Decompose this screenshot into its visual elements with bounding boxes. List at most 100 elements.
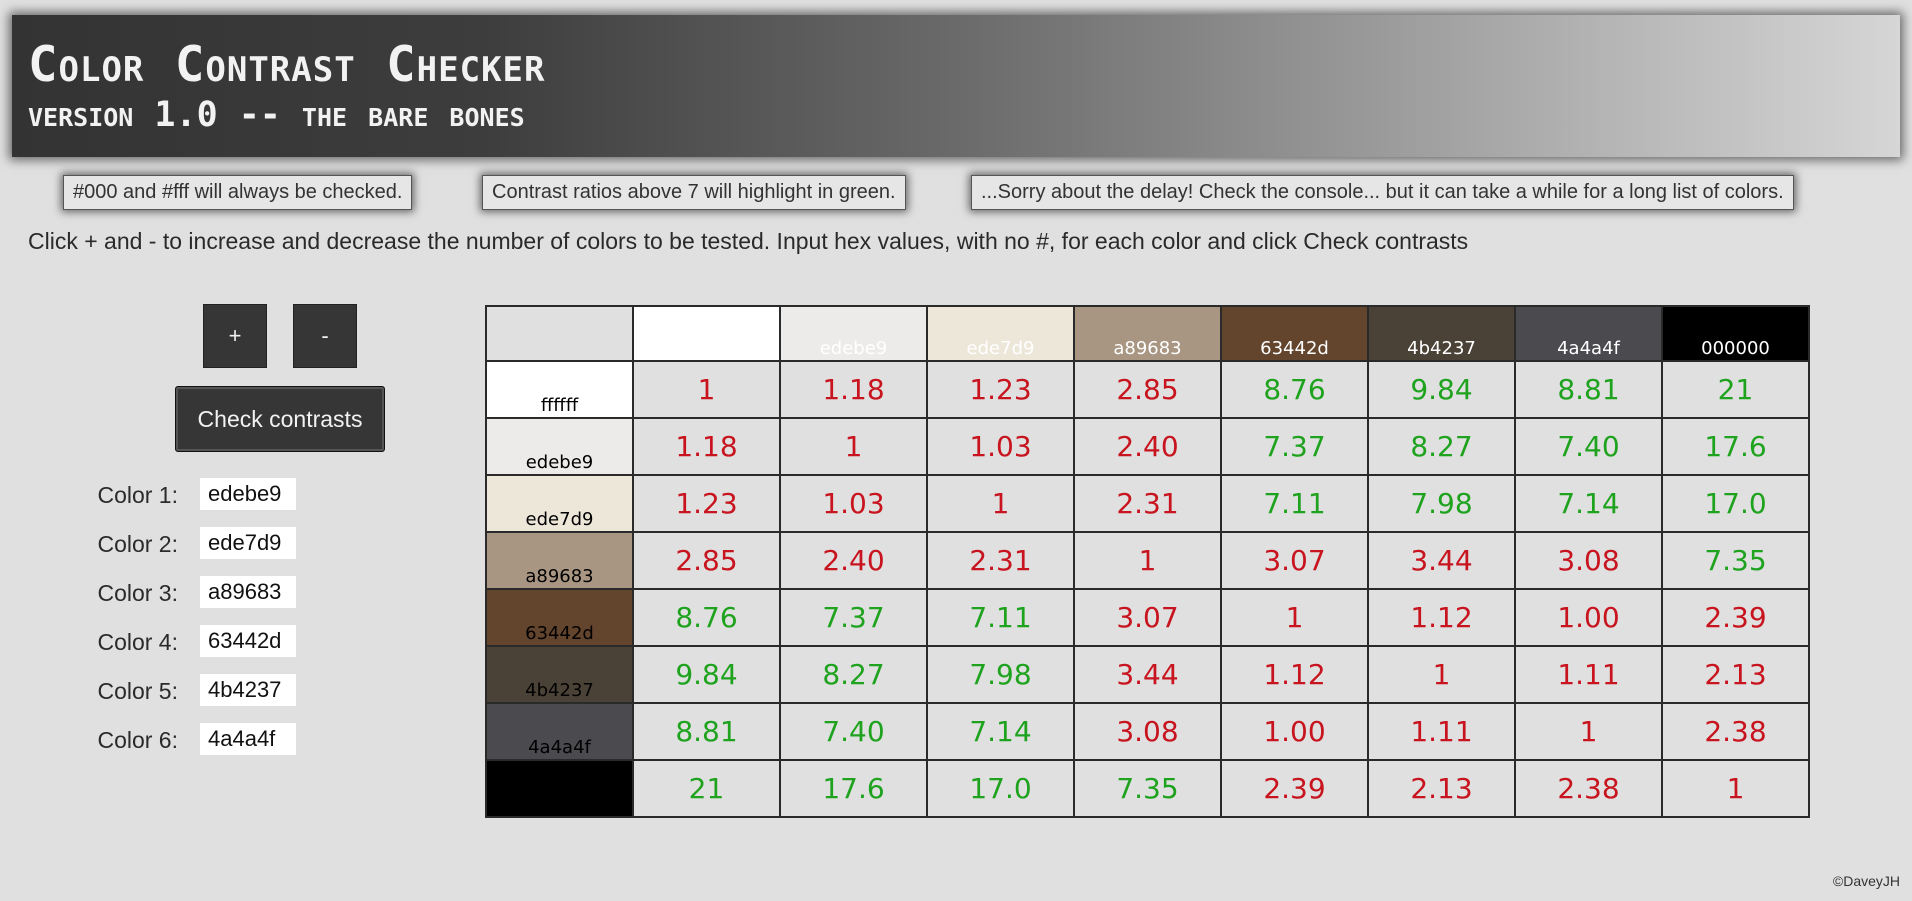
contrast-value: 3.44 bbox=[1410, 544, 1473, 577]
column-header-label: 63442d bbox=[1260, 338, 1329, 359]
column-header-label: ede7d9 bbox=[966, 338, 1035, 359]
contrast-value: 17.6 bbox=[822, 772, 885, 805]
contrast-value: 8.27 bbox=[822, 658, 885, 691]
contrast-cell: 2.13 bbox=[1661, 645, 1810, 704]
contrast-value: 7.35 bbox=[1704, 544, 1767, 577]
remove-color-button[interactable]: - bbox=[293, 304, 357, 368]
contrast-value: 1 bbox=[1726, 772, 1745, 805]
contrast-value: 1.00 bbox=[1557, 601, 1620, 634]
contrast-cell: 1.12 bbox=[1367, 588, 1516, 647]
contrast-value: 2.85 bbox=[675, 544, 738, 577]
color-row: Color 2: bbox=[0, 527, 320, 561]
contrast-cell: 9.84 bbox=[1367, 360, 1516, 419]
column-header: edebe9 bbox=[779, 305, 928, 362]
contrast-cell: 17.6 bbox=[1661, 417, 1810, 476]
contrast-value: 17.6 bbox=[1704, 430, 1767, 463]
color-5-input[interactable] bbox=[200, 674, 296, 706]
contrast-value: 1.23 bbox=[969, 373, 1032, 406]
contrast-value: 7.14 bbox=[1557, 487, 1620, 520]
contrast-cell: 2.40 bbox=[1073, 417, 1222, 476]
contrast-cell: 7.98 bbox=[926, 645, 1075, 704]
contrast-cell: 7.35 bbox=[1661, 531, 1810, 590]
contrast-value: 21 bbox=[688, 772, 725, 805]
column-header: 63442d bbox=[1220, 305, 1369, 362]
column-header: 4b4237 bbox=[1367, 305, 1516, 362]
note-delay: ...Sorry about the delay! Check the cons… bbox=[971, 175, 1794, 210]
contrast-value: 9.84 bbox=[1410, 373, 1473, 406]
notes-bar: #000 and #fff will always be checked. Co… bbox=[0, 175, 1912, 211]
contrast-value: 1 bbox=[844, 430, 863, 463]
page-title: Color Contrast Checker bbox=[28, 36, 546, 93]
column-header: 000000 bbox=[1661, 305, 1810, 362]
contrast-value: 7.35 bbox=[1116, 772, 1179, 805]
contrast-value: 1.03 bbox=[822, 487, 885, 520]
contrast-cell: 2.85 bbox=[632, 531, 781, 590]
color-1-input[interactable] bbox=[200, 478, 296, 510]
row-header-label: edebe9 bbox=[525, 452, 594, 473]
contrast-value: 1 bbox=[991, 487, 1010, 520]
contrast-value: 2.13 bbox=[1410, 772, 1473, 805]
contrast-value: 17.0 bbox=[969, 772, 1032, 805]
note-green-highlight: Contrast ratios above 7 will highlight i… bbox=[482, 175, 906, 210]
contrast-value: 2.31 bbox=[1116, 487, 1179, 520]
contrast-cell: 1 bbox=[1220, 588, 1369, 647]
contrast-value: 3.07 bbox=[1116, 601, 1179, 634]
contrast-cell: 2.39 bbox=[1661, 588, 1810, 647]
table-row: ede7d9 1.23 1.03 1 2.31 7.11 7.98 7.14 17.0 bbox=[485, 474, 1810, 533]
column-header-label: 000000 bbox=[1701, 338, 1770, 359]
contrast-value: 2.40 bbox=[822, 544, 885, 577]
contrast-value: 1.18 bbox=[822, 373, 885, 406]
column-header: a89683 bbox=[1073, 305, 1222, 362]
contrast-value: 1.03 bbox=[969, 430, 1032, 463]
color-row: Color 3: bbox=[0, 576, 320, 610]
contrast-value: 2.38 bbox=[1557, 772, 1620, 805]
instructions-text: Click + and - to increase and decrease t… bbox=[28, 228, 1469, 254]
contrast-value: 8.81 bbox=[1557, 373, 1620, 406]
contrast-value: 3.08 bbox=[1116, 715, 1179, 748]
color-2-input[interactable] bbox=[200, 527, 296, 559]
contrast-value: 1.12 bbox=[1410, 601, 1473, 634]
color-3-input[interactable] bbox=[200, 576, 296, 608]
contrast-cell: 7.11 bbox=[1220, 474, 1369, 533]
contrast-value: 17.0 bbox=[1704, 487, 1767, 520]
table-row: a89683 2.85 2.40 2.31 1 3.07 3.44 3.08 7.35 bbox=[485, 531, 1810, 590]
contrast-value: 1.18 bbox=[675, 430, 738, 463]
color-label: Color 3: bbox=[97, 580, 178, 606]
table-row: 63442d 8.76 7.37 7.11 3.07 1 1.12 1.00 2.39 bbox=[485, 588, 1810, 647]
page-subtitle: version 1.0 -- the bare bones bbox=[28, 95, 525, 135]
row-header: a89683 bbox=[485, 531, 634, 590]
contrast-value: 8.76 bbox=[675, 601, 738, 634]
add-color-button[interactable]: + bbox=[203, 304, 267, 368]
contrast-value: 1.00 bbox=[1263, 715, 1326, 748]
contrast-value: 8.76 bbox=[1263, 373, 1326, 406]
contrast-cell: 1.11 bbox=[1514, 645, 1663, 704]
column-header: ede7d9 bbox=[926, 305, 1075, 362]
contrast-value: 2.39 bbox=[1263, 772, 1326, 805]
color-6-input[interactable] bbox=[200, 723, 296, 755]
contrast-table: edebe9 ede7d9 a89683 63442d 4b4237 4a4a4f 0000… bbox=[485, 305, 1810, 818]
contrast-cell: 7.37 bbox=[779, 588, 928, 647]
contrast-value: 2.39 bbox=[1704, 601, 1767, 634]
check-contrasts-button[interactable]: Check contrasts bbox=[175, 386, 385, 452]
contrast-cell: 8.27 bbox=[1367, 417, 1516, 476]
contrast-cell: 17.0 bbox=[926, 759, 1075, 818]
column-header-label: 4b4237 bbox=[1407, 338, 1476, 359]
contrast-cell: 8.81 bbox=[632, 702, 781, 761]
contrast-value: 7.11 bbox=[1263, 487, 1326, 520]
contrast-value: 2.13 bbox=[1704, 658, 1767, 691]
contrast-cell: 1 bbox=[779, 417, 928, 476]
contrast-cell: 7.40 bbox=[1514, 417, 1663, 476]
color-4-input[interactable] bbox=[200, 625, 296, 657]
contrast-value: 3.44 bbox=[1116, 658, 1179, 691]
column-header-label: a89683 bbox=[1113, 338, 1182, 359]
contrast-cell: 3.44 bbox=[1073, 645, 1222, 704]
column-header bbox=[632, 305, 781, 362]
contrast-cell: 7.11 bbox=[926, 588, 1075, 647]
color-label: Color 6: bbox=[97, 727, 178, 753]
contrast-cell: 21 bbox=[632, 759, 781, 818]
contrast-value: 1 bbox=[1138, 544, 1157, 577]
contrast-cell: 3.08 bbox=[1073, 702, 1222, 761]
contrast-cell: 1.23 bbox=[632, 474, 781, 533]
contrast-cell: 1 bbox=[1661, 759, 1810, 818]
table-header-row: edebe9 ede7d9 a89683 63442d 4b4237 4a4a4f 0000… bbox=[485, 305, 1810, 362]
